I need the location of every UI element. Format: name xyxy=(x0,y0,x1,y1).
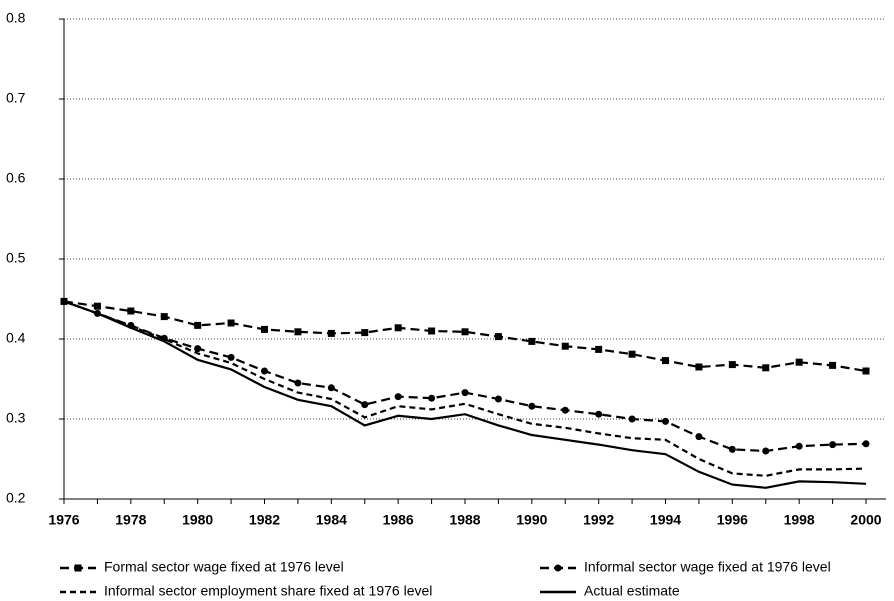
marker xyxy=(728,361,736,369)
marker xyxy=(561,406,569,414)
marker xyxy=(628,350,636,358)
marker xyxy=(762,447,770,455)
x-tick-label: 1996 xyxy=(717,512,748,528)
marker xyxy=(595,410,603,418)
marker xyxy=(261,367,268,375)
y-tick-label: 0.3 xyxy=(6,410,26,426)
legend-label: Formal sector wage fixed at 1976 level xyxy=(104,559,344,575)
marker xyxy=(394,393,402,401)
marker xyxy=(728,445,736,453)
x-tick-label: 1998 xyxy=(784,512,815,528)
marker xyxy=(762,364,770,372)
x-tick-label: 1980 xyxy=(182,512,213,528)
marker xyxy=(662,357,669,365)
marker xyxy=(595,345,603,353)
marker xyxy=(428,327,436,335)
marker xyxy=(862,367,870,375)
marker xyxy=(862,440,870,448)
marker xyxy=(428,394,436,402)
marker xyxy=(127,307,135,315)
legend-marker xyxy=(74,564,82,572)
y-tick-label: 0.8 xyxy=(6,10,26,26)
x-tick-label: 1988 xyxy=(449,512,480,528)
marker xyxy=(294,379,302,387)
series-line xyxy=(63,300,867,453)
x-tick-label: 1978 xyxy=(115,512,146,528)
legend-label: Informal sector employment share fixed a… xyxy=(104,583,432,599)
x-tick-label: 1976 xyxy=(48,512,79,528)
marker xyxy=(695,363,703,371)
marker xyxy=(528,337,536,345)
marker xyxy=(361,329,369,337)
marker xyxy=(662,417,669,425)
marker xyxy=(160,313,168,321)
marker xyxy=(561,342,569,350)
marker xyxy=(194,321,202,329)
marker xyxy=(628,415,636,423)
marker xyxy=(829,441,837,449)
series-line xyxy=(63,300,867,477)
marker xyxy=(327,329,335,337)
marker xyxy=(294,328,302,336)
marker xyxy=(361,401,369,409)
marker xyxy=(494,333,502,341)
y-tick-label: 0.5 xyxy=(6,250,26,266)
marker xyxy=(695,433,703,441)
y-tick-label: 0.2 xyxy=(6,490,26,506)
marker xyxy=(261,325,268,333)
series-line xyxy=(63,300,867,489)
marker xyxy=(461,389,469,397)
marker xyxy=(194,345,202,353)
marker xyxy=(528,402,536,410)
y-tick-label: 0.6 xyxy=(6,170,26,186)
marker xyxy=(394,324,402,332)
marker xyxy=(494,395,502,403)
x-tick-label: 1986 xyxy=(383,512,414,528)
x-tick-label: 1994 xyxy=(650,512,681,528)
marker xyxy=(227,353,235,361)
x-tick-label: 1984 xyxy=(316,512,347,528)
marker xyxy=(227,319,235,327)
x-tick-label: 1990 xyxy=(516,512,547,528)
marker xyxy=(829,361,837,369)
marker xyxy=(327,384,335,392)
x-tick-label: 1992 xyxy=(583,512,614,528)
legend-label: Actual estimate xyxy=(584,583,680,599)
marker xyxy=(795,358,803,366)
marker xyxy=(461,328,469,336)
x-tick-label: 2000 xyxy=(850,512,881,528)
legend-label: Informal sector wage fixed at 1976 level xyxy=(584,559,831,575)
series-line xyxy=(63,300,867,373)
legend-marker xyxy=(554,564,562,572)
x-tick-label: 1982 xyxy=(249,512,280,528)
marker xyxy=(93,302,101,310)
y-tick-label: 0.4 xyxy=(6,330,26,346)
marker xyxy=(795,442,803,450)
y-tick-label: 0.7 xyxy=(6,90,26,106)
